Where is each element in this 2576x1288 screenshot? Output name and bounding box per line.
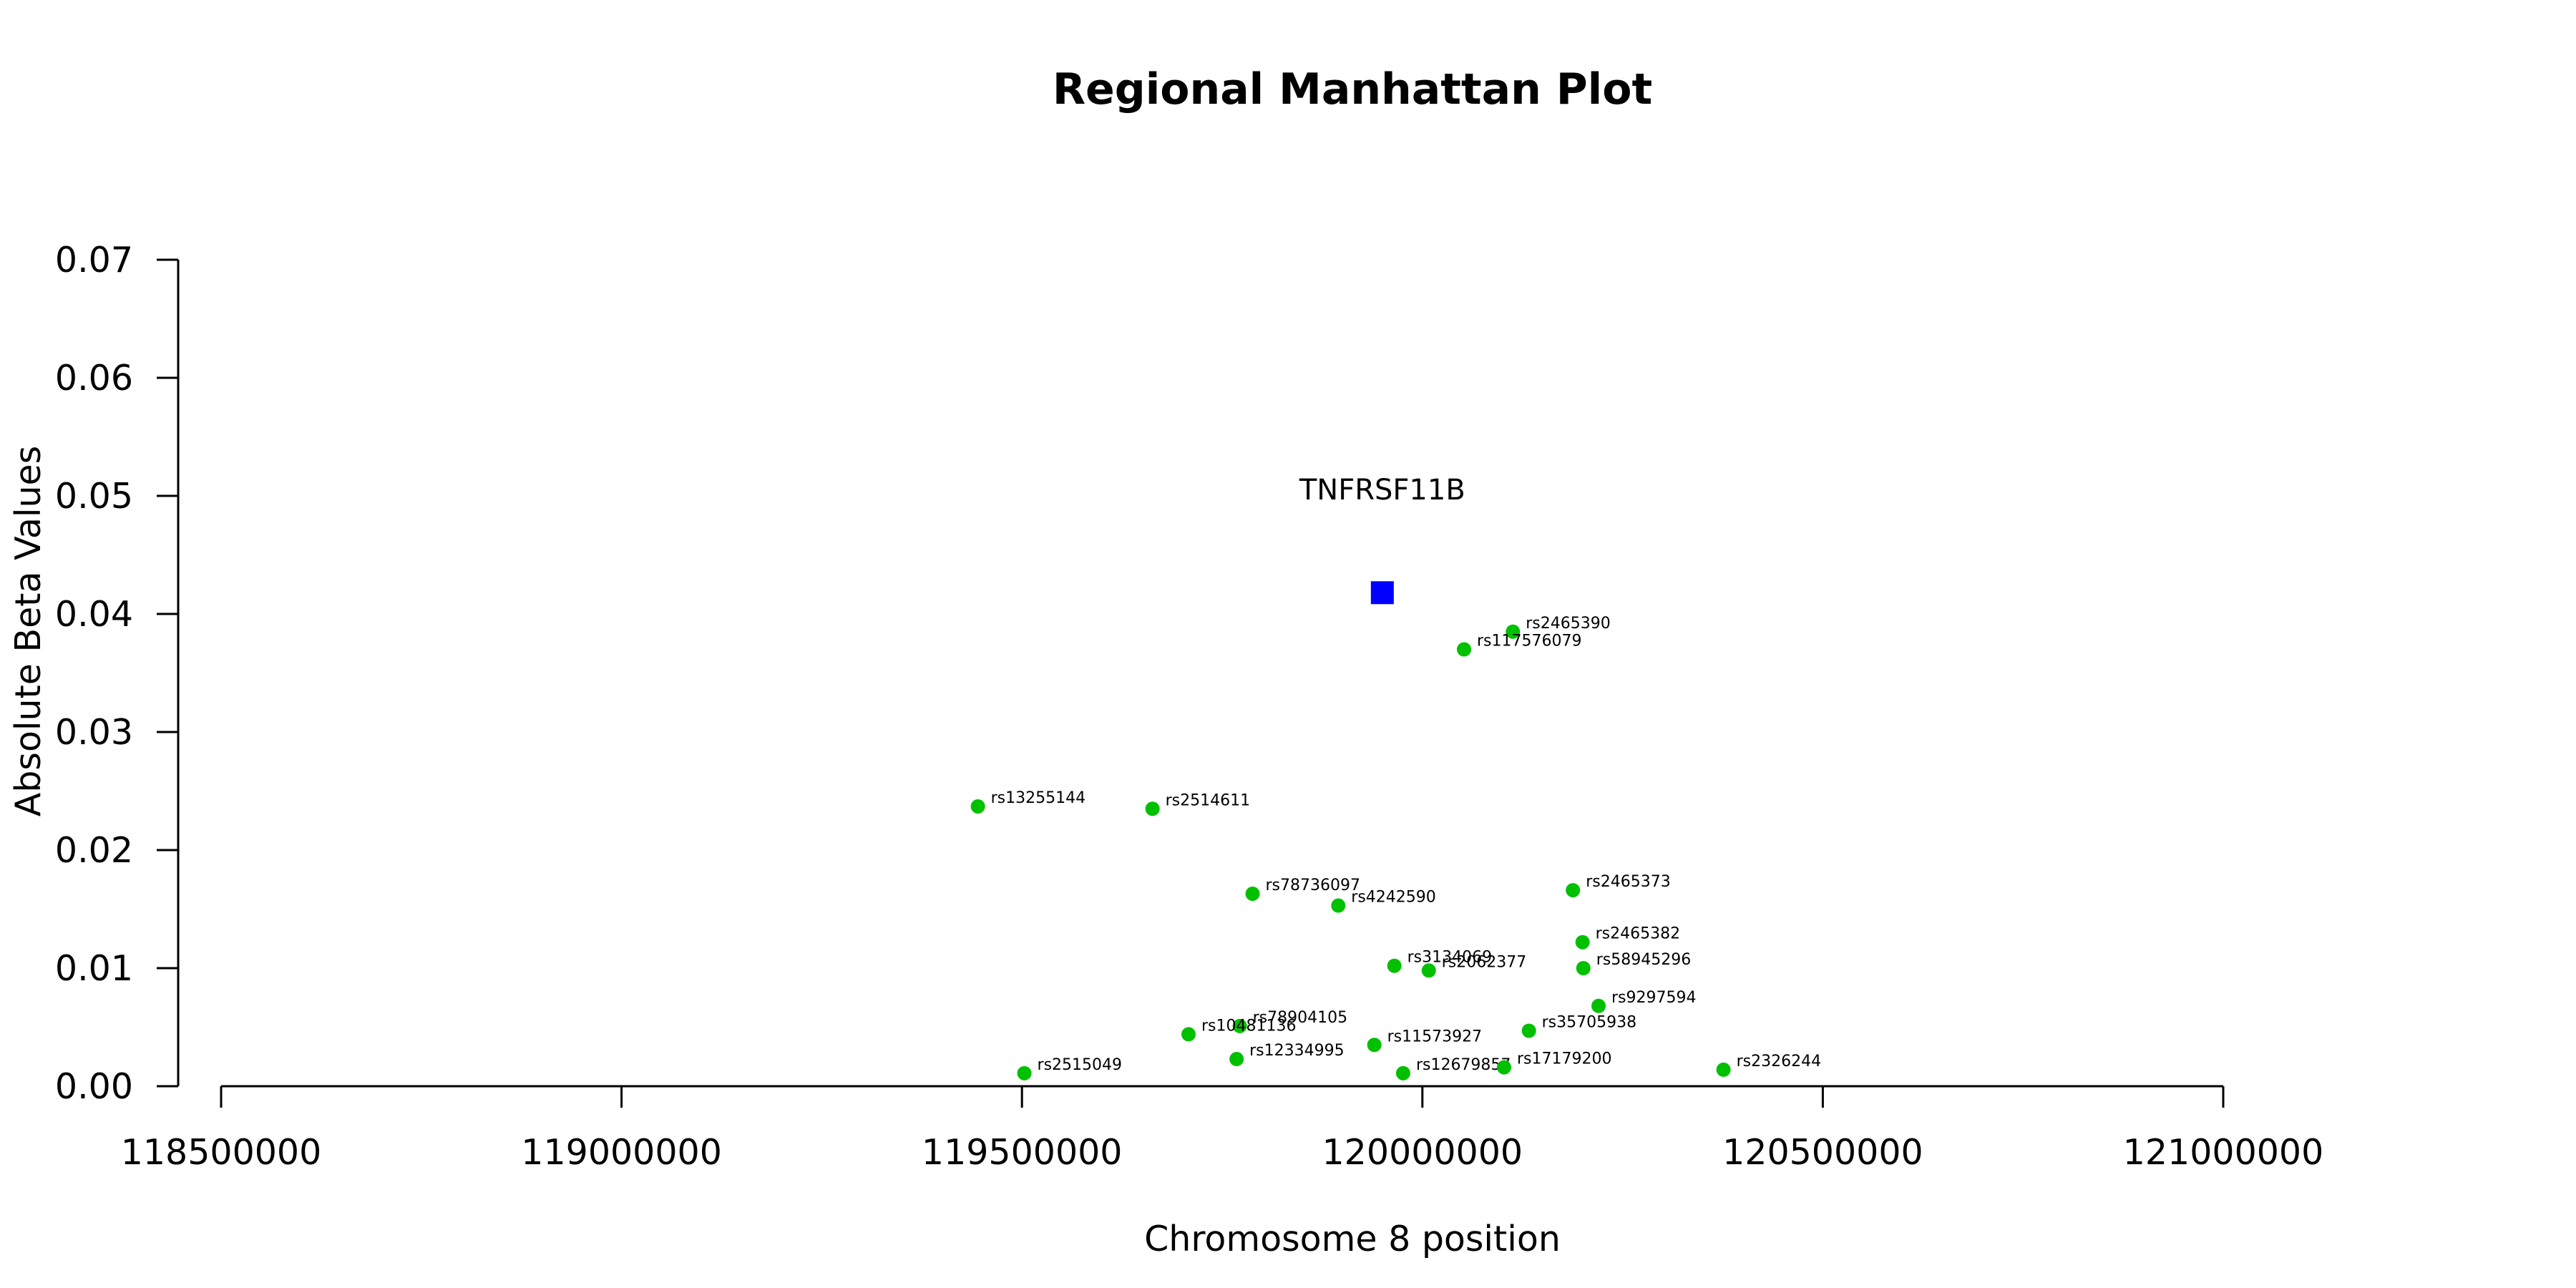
snp-label: rs9297594 <box>1611 989 1697 1007</box>
snp-label: rs2514611 <box>1166 791 1251 809</box>
snp-label: rs2465390 <box>1526 615 1611 633</box>
snp-point <box>970 799 985 814</box>
y-tick-label: 0.00 <box>55 1066 133 1107</box>
snp-point <box>1506 624 1521 639</box>
snp-label: rs117576079 <box>1477 633 1581 650</box>
y-tick-label: 0.03 <box>55 712 133 753</box>
snp-label: rs35705938 <box>1542 1013 1636 1031</box>
x-tick-label: 120000000 <box>1322 1132 1523 1173</box>
chart-title: Regional Manhattan Plot <box>1053 64 1652 114</box>
y-tick-label: 0.04 <box>55 594 133 635</box>
snp-label: rs2062377 <box>1442 953 1526 971</box>
snp-point <box>1456 642 1471 657</box>
snp-point <box>1591 998 1606 1013</box>
snp-point <box>1521 1023 1536 1038</box>
x-axis-label: Chromosome 8 position <box>1144 1219 1561 1259</box>
snp-label: rs78904105 <box>1253 1009 1347 1027</box>
snp-label: rs11573927 <box>1387 1028 1482 1045</box>
x-tick-label: 118500000 <box>121 1132 322 1173</box>
snp-label: rs17179200 <box>1517 1050 1611 1068</box>
snp-label: rs4242590 <box>1351 889 1436 907</box>
gene-marker <box>1370 581 1394 605</box>
snp-point <box>1145 801 1160 816</box>
snp-point <box>1395 1065 1410 1080</box>
snp-point <box>1331 898 1346 913</box>
y-axis-label: Absolute Beta Values <box>8 446 49 816</box>
snp-point <box>1576 961 1591 975</box>
snp-label: rs2465373 <box>1586 873 1671 891</box>
snp-point <box>1496 1060 1511 1075</box>
snp-point <box>1181 1027 1196 1042</box>
snp-label: rs10481136 <box>1201 1017 1296 1035</box>
snp-label: rs2326244 <box>1737 1053 1822 1070</box>
y-tick-label: 0.05 <box>55 476 133 517</box>
snp-point <box>1575 935 1590 950</box>
snp-label: rs2515049 <box>1038 1056 1123 1074</box>
snp-point <box>1229 1052 1244 1067</box>
y-tick-label: 0.02 <box>55 830 133 871</box>
x-tick-label: 119500000 <box>922 1132 1123 1173</box>
snp-point <box>1017 1065 1032 1080</box>
snp-point <box>1566 883 1581 898</box>
snp-point <box>1421 963 1436 978</box>
y-tick-label: 0.01 <box>55 948 133 989</box>
snp-label: rs13255144 <box>991 789 1085 807</box>
snp-label: rs3134069 <box>1407 949 1492 967</box>
snp-point <box>1367 1038 1382 1053</box>
snp-label: rs58945296 <box>1596 951 1691 969</box>
x-tick-label: 121000000 <box>2123 1132 2324 1173</box>
snp-label: rs12334995 <box>1249 1042 1344 1060</box>
snp-point <box>1232 1018 1247 1033</box>
y-tick-label: 0.06 <box>55 358 133 399</box>
snp-label: rs78736097 <box>1266 877 1360 894</box>
axes: 0.00 0.01 0.02 0.03 0.04 0.05 0.06 0.07 11850000… <box>55 240 2323 1173</box>
y-tick-label: 0.07 <box>55 240 133 280</box>
snp-label: rs12679857 <box>1416 1056 1511 1074</box>
x-tick-label: 119000000 <box>521 1132 722 1173</box>
gene-label: TNFRSF11B <box>1299 474 1465 507</box>
snp-label: rs2465382 <box>1596 925 1681 943</box>
snp-point <box>1245 887 1260 902</box>
x-tick-label: 120500000 <box>1722 1132 1923 1173</box>
snp-point <box>1716 1062 1731 1077</box>
snp-point <box>1387 958 1402 973</box>
